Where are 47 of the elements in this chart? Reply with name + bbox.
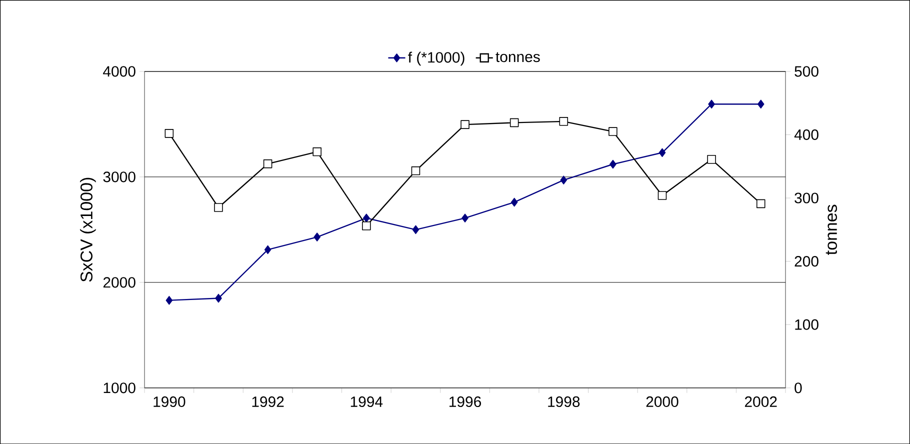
point bbox=[757, 100, 764, 108]
point bbox=[756, 199, 766, 208]
point bbox=[510, 118, 519, 127]
y2-tick-label: 0 bbox=[794, 382, 802, 394]
x-tick-label: 1994 bbox=[350, 396, 383, 407]
point bbox=[312, 147, 322, 156]
x-tick-label: 2000 bbox=[646, 396, 678, 407]
point bbox=[164, 128, 174, 138]
point bbox=[263, 159, 272, 168]
y2-tick-label: 500 bbox=[794, 66, 818, 77]
point bbox=[460, 120, 470, 129]
legend-label: tonnes bbox=[496, 52, 540, 62]
point bbox=[412, 225, 420, 234]
x-tick-label: 1992 bbox=[252, 396, 284, 407]
y-tick-label: 1000 bbox=[104, 382, 136, 394]
y2-tick-label: 200 bbox=[794, 256, 818, 266]
x-tick-label: 1996 bbox=[450, 396, 482, 407]
point bbox=[314, 232, 320, 242]
point bbox=[560, 176, 568, 184]
point bbox=[215, 294, 222, 302]
y2-tick-label: 400 bbox=[794, 129, 818, 140]
point bbox=[411, 166, 420, 176]
y-tick-label: 4000 bbox=[103, 66, 136, 77]
legend-label: f (*1000) bbox=[408, 52, 464, 66]
point bbox=[559, 116, 568, 126]
point bbox=[264, 245, 272, 254]
x-tick-label: 1990 bbox=[154, 396, 186, 407]
y2-tick-label: 300 bbox=[794, 192, 818, 204]
point bbox=[658, 148, 666, 157]
point bbox=[214, 202, 223, 212]
point bbox=[707, 154, 716, 164]
point bbox=[166, 296, 173, 305]
point bbox=[708, 100, 715, 108]
point bbox=[610, 160, 616, 168]
x-tick-label: 2002 bbox=[744, 396, 777, 407]
y2-tick-label: 100 bbox=[795, 319, 818, 330]
y-tick-label: 3000 bbox=[103, 171, 136, 182]
point bbox=[608, 127, 618, 136]
point bbox=[362, 221, 371, 230]
y-axis-title: SxCV (x1000) bbox=[80, 178, 96, 282]
y2-axis-title: tonnes bbox=[826, 204, 838, 255]
point bbox=[658, 190, 667, 200]
point bbox=[363, 214, 370, 222]
point bbox=[462, 214, 468, 222]
y-tick-label: 2000 bbox=[103, 276, 136, 288]
x-tick-label: 1998 bbox=[548, 396, 580, 407]
point bbox=[510, 198, 518, 206]
